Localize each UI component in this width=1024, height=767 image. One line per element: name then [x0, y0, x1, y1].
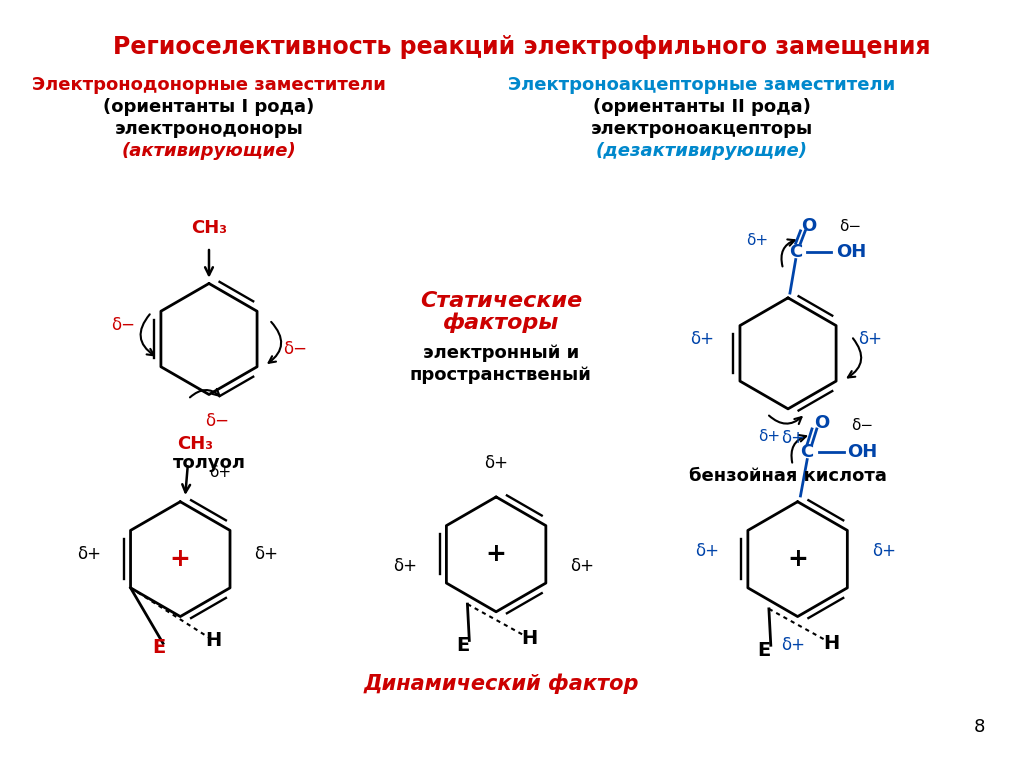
Text: +: +	[787, 547, 808, 571]
FancyArrowPatch shape	[268, 322, 282, 363]
Text: +: +	[485, 542, 507, 566]
Text: H: H	[206, 631, 222, 650]
Text: 8: 8	[974, 718, 985, 736]
Text: (активирующие): (активирующие)	[122, 143, 296, 160]
Text: O: O	[814, 414, 829, 433]
Text: электронный и: электронный и	[423, 344, 579, 362]
Text: H: H	[823, 634, 840, 653]
Text: δ+: δ+	[758, 429, 780, 444]
Text: δ+: δ+	[393, 557, 417, 574]
Text: δ+: δ+	[570, 557, 594, 574]
Text: δ+: δ+	[254, 545, 279, 563]
Text: (ориентанты I рода): (ориентанты I рода)	[103, 98, 314, 117]
FancyArrowPatch shape	[190, 389, 219, 397]
Text: δ+: δ+	[781, 637, 805, 654]
Text: δ+: δ+	[484, 454, 508, 472]
Text: толуол: толуол	[172, 454, 246, 472]
FancyArrowPatch shape	[140, 314, 154, 355]
FancyArrowPatch shape	[792, 435, 806, 463]
FancyArrowPatch shape	[848, 338, 861, 377]
Text: H: H	[521, 629, 538, 648]
Text: δ+: δ+	[694, 542, 719, 561]
Text: O: O	[802, 217, 817, 235]
Text: CH₃: CH₃	[191, 219, 227, 237]
Text: электроноакцепторы: электроноакцепторы	[591, 120, 813, 138]
Text: δ−: δ−	[111, 316, 135, 334]
Text: Электроноакцепторные заместители: Электроноакцепторные заместители	[508, 77, 896, 94]
Text: δ−: δ−	[840, 219, 861, 234]
Text: OH: OH	[836, 243, 866, 261]
Text: δ+: δ+	[690, 330, 714, 348]
Text: CH₃: CH₃	[176, 436, 213, 453]
Text: δ−: δ−	[852, 418, 873, 433]
Text: δ+: δ+	[78, 545, 101, 563]
Text: OH: OH	[848, 443, 878, 461]
Text: δ+: δ+	[210, 466, 231, 480]
Text: пространственый: пространственый	[410, 367, 592, 384]
Text: бензойная кислота: бензойная кислота	[689, 467, 887, 485]
Text: E: E	[758, 640, 771, 660]
Text: E: E	[153, 637, 166, 657]
Text: δ+: δ+	[781, 429, 805, 446]
Text: δ+: δ+	[746, 233, 768, 248]
Text: C: C	[790, 243, 803, 261]
Text: Динамический фактор: Динамический фактор	[364, 673, 639, 694]
Text: электронодоноры: электронодоноры	[115, 120, 303, 138]
Text: δ−: δ−	[205, 413, 228, 430]
Text: E: E	[456, 636, 469, 655]
Text: (ориентанты II рода): (ориентанты II рода)	[593, 98, 811, 117]
Text: δ+: δ+	[871, 542, 896, 561]
Text: C: C	[801, 443, 814, 461]
FancyArrowPatch shape	[769, 416, 802, 424]
Text: (дезактивирующие): (дезактивирующие)	[596, 143, 808, 160]
Text: Статические: Статические	[420, 291, 582, 311]
Text: δ+: δ+	[858, 330, 883, 348]
Text: Региоселективность реакций электрофильного замещения: Региоселективность реакций электрофильно…	[113, 35, 931, 59]
Text: δ−: δ−	[283, 340, 307, 357]
FancyArrowPatch shape	[781, 239, 795, 266]
Text: Электронодонорные заместители: Электронодонорные заместители	[32, 77, 386, 94]
Text: +: +	[170, 547, 190, 571]
Text: факторы: факторы	[442, 312, 559, 333]
